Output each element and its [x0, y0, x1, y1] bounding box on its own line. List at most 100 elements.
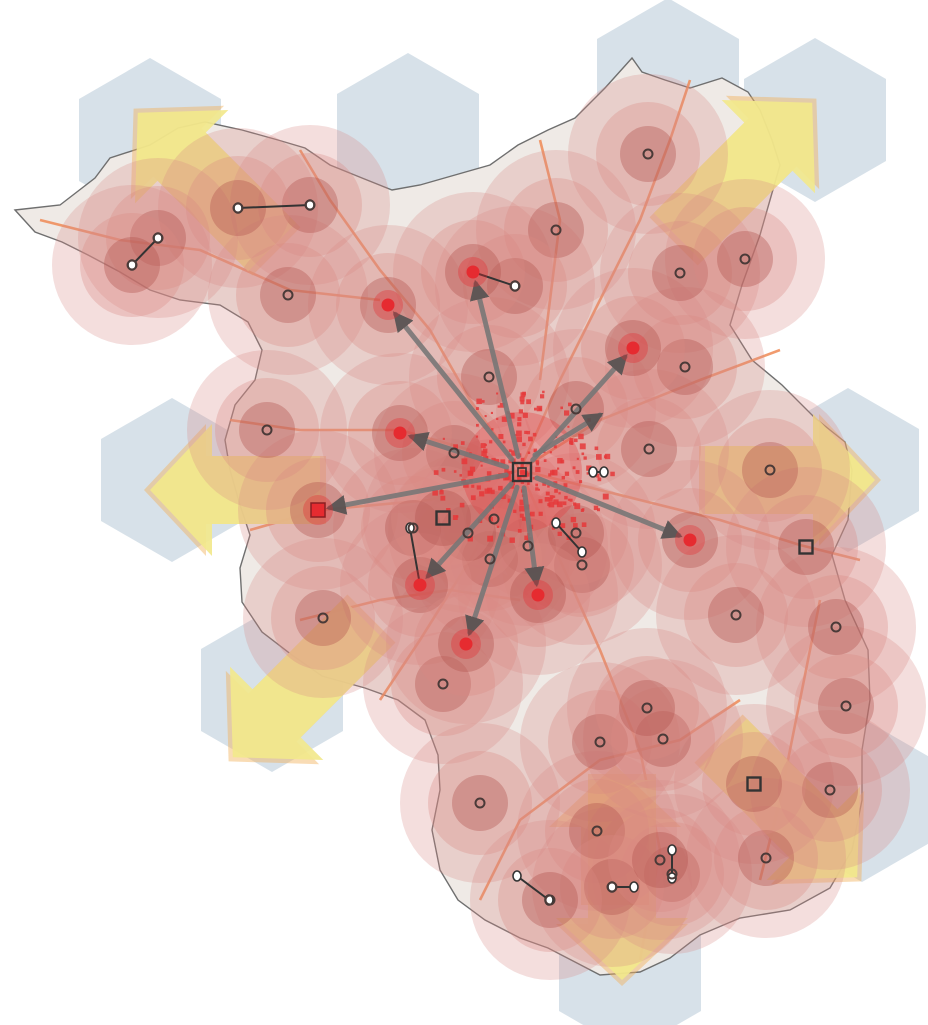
hub-spread-cell	[498, 485, 503, 491]
hub-spread-cell	[502, 440, 506, 444]
center-node	[459, 637, 473, 651]
road	[298, 149, 522, 471]
road	[758, 599, 822, 881]
town-node	[739, 253, 751, 265]
radial-link-arrow	[469, 279, 521, 459]
influence-halo-core	[657, 339, 713, 395]
hub-spread-cell	[518, 409, 523, 414]
hub-spread-cell	[467, 470, 473, 475]
hub-spread-cell	[490, 489, 495, 495]
town-node	[437, 678, 449, 690]
hub-spread-cell	[497, 405, 500, 408]
hub-spread-cell	[509, 537, 515, 543]
hub-spread-cell	[538, 511, 543, 516]
hub-spread-cell	[496, 417, 499, 420]
town-node	[462, 527, 474, 539]
hub-spread-cell	[446, 508, 451, 513]
axis-arrow	[549, 765, 681, 905]
influence-halo-middle	[437, 325, 541, 429]
town-node	[304, 199, 316, 211]
hub-spread-cell	[481, 450, 487, 456]
hub-spread-cell	[476, 398, 482, 405]
hub-spread-cell	[548, 497, 553, 502]
hub-spread-cell	[553, 445, 557, 449]
node-pair-end	[588, 466, 598, 478]
node-pair-link	[409, 527, 421, 586]
town-node	[576, 559, 588, 571]
influence-halo-outer	[656, 535, 816, 695]
influence-halo-core	[708, 587, 764, 643]
influence-halo-middle	[794, 654, 898, 758]
hub-spread-cell	[517, 422, 522, 427]
hub-spread-cell	[432, 490, 438, 496]
radial-link-arrow	[534, 475, 683, 539]
hub-spread-cell	[501, 416, 508, 422]
hub-spread-cell	[480, 464, 483, 467]
influence-halo-outer	[502, 485, 662, 645]
hub-spread-cell	[513, 509, 517, 513]
road	[518, 469, 662, 961]
hub-spread-cell	[500, 494, 506, 499]
hub-spread-cell	[442, 437, 445, 440]
influence-halo-core	[619, 680, 675, 736]
hub-spread-cell	[567, 425, 570, 428]
node-pair-end	[667, 844, 677, 856]
influence-halo-core	[726, 756, 782, 812]
town-node	[674, 267, 686, 279]
center-node	[466, 265, 480, 279]
hub-spread-cell	[569, 498, 573, 502]
influence-halo-outer	[583, 659, 743, 819]
center-node	[393, 426, 407, 440]
hub-spread-cell	[508, 412, 515, 419]
hub-spread-cell	[480, 443, 486, 449]
hub-spread-cell	[574, 503, 581, 510]
town-node	[407, 522, 419, 534]
road-network	[39, 79, 861, 961]
town-node	[730, 609, 742, 621]
hub-spread-cell	[597, 508, 600, 512]
influence-halo-core	[548, 505, 604, 561]
town-node	[764, 464, 776, 476]
hub-spread-cell	[470, 495, 476, 501]
hub-spread-cell	[536, 462, 539, 466]
town-node	[591, 825, 603, 837]
axis-arrow	[653, 100, 815, 262]
hub-spread-cell	[517, 417, 522, 422]
node-pair-link	[131, 237, 159, 266]
hub-spread-cell	[557, 531, 562, 536]
hub-spread-cell	[453, 470, 457, 473]
hub-spread-cell	[519, 396, 525, 402]
influence-halo-middle	[718, 418, 822, 522]
town-node	[544, 894, 556, 906]
regional-node	[435, 510, 451, 526]
influence-halo-middle	[596, 102, 700, 206]
influence-halo-outer	[400, 723, 560, 883]
influence-halo-middle	[597, 397, 701, 501]
hub-spread-cell	[522, 472, 528, 478]
influence-halo-middle	[545, 779, 649, 883]
hub-spread-cell	[453, 444, 458, 450]
influence-halo-core	[569, 803, 625, 859]
hub-spread-cell	[500, 459, 506, 465]
influence-halo-core	[742, 442, 798, 498]
hub-spread-cell	[508, 459, 512, 464]
influence-halo-middle	[784, 575, 888, 679]
center-node	[683, 533, 697, 547]
town-node	[261, 424, 273, 436]
hub-spread-cell	[439, 490, 444, 495]
hub-spread-cell	[556, 501, 563, 508]
influence-halo-middle	[428, 751, 532, 855]
hub-spread-cell	[579, 443, 586, 450]
hub-spread-cell	[544, 497, 550, 502]
town-node	[317, 612, 329, 624]
hub-spread-cell	[490, 411, 493, 414]
hub-spread-cell	[504, 468, 509, 474]
town-node	[282, 289, 294, 301]
hub-spread-cell	[519, 499, 526, 506]
hub-spread-cell	[573, 523, 578, 528]
hub-spread-cell	[594, 446, 599, 451]
hub-spread-cell	[486, 471, 492, 476]
hub-spread-cell	[586, 472, 589, 475]
hub-spread-cell	[476, 485, 481, 490]
hub-spread-cell	[542, 481, 547, 486]
